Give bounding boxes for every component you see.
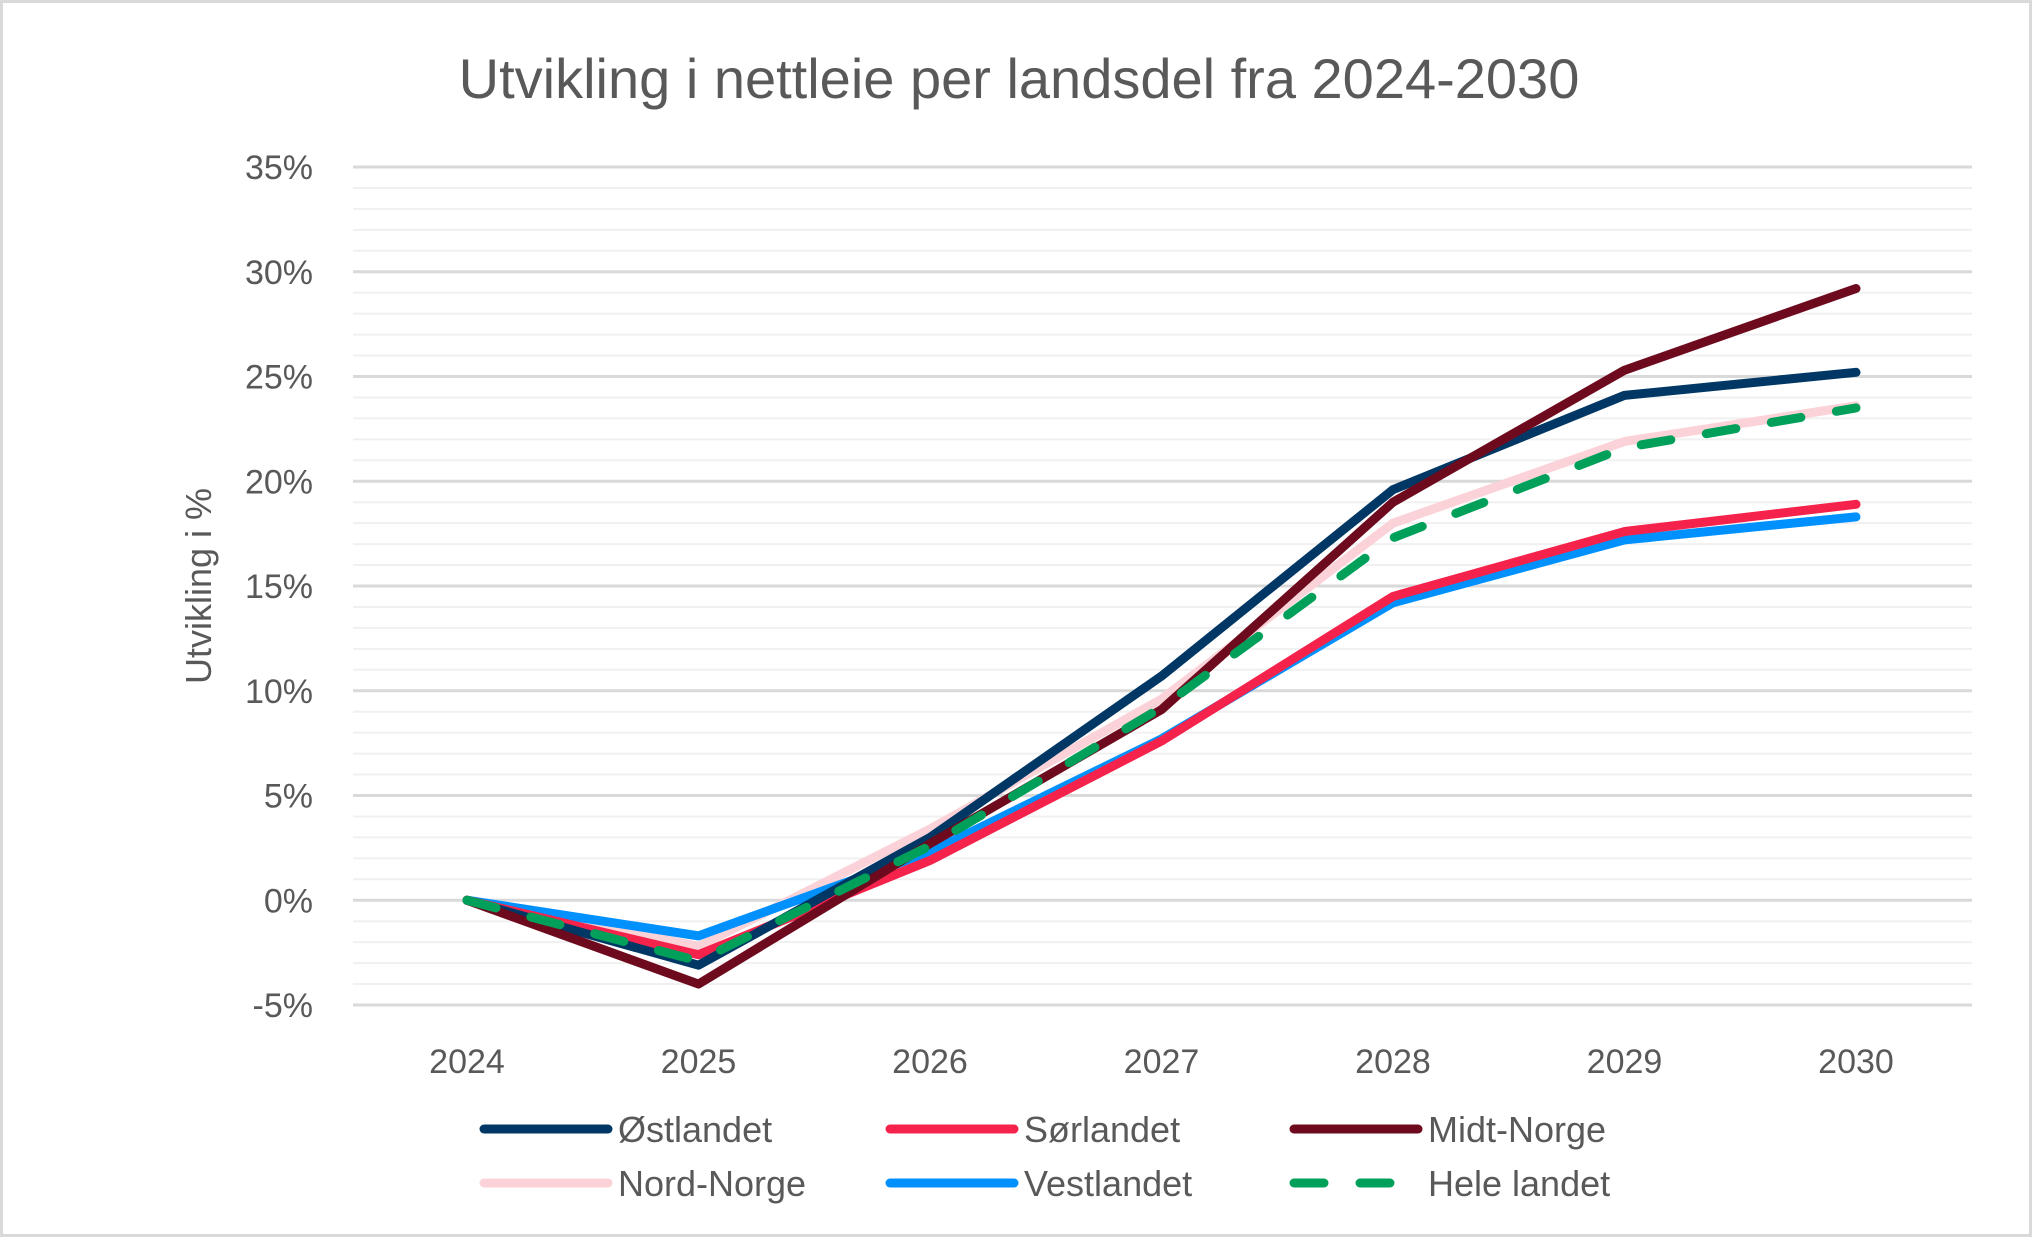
series-line-sørlandet — [462, 499, 1861, 960]
legend: Østlandet Sørlandet Midt-Norge Nord-Norge Ve… — [479, 1109, 1610, 1204]
x-tick-label: 2026 — [892, 1043, 968, 1081]
y-tick-label: 5% — [264, 778, 313, 816]
x-tick-label: 2030 — [1818, 1043, 1894, 1081]
legend-item: Hele landet — [1289, 1163, 1610, 1204]
x-tick-label: 2027 — [1124, 1043, 1200, 1081]
legend-item: Midt-Norge — [1289, 1109, 1606, 1150]
legend-item: Østlandet — [479, 1109, 772, 1150]
legend-item: Vestlandet — [885, 1163, 1192, 1204]
legend-label: Nord-Norge — [618, 1163, 806, 1204]
y-tick-label: -5% — [253, 987, 313, 1025]
gridlines — [353, 165, 1972, 1007]
legend-label: Vestlandet — [1024, 1163, 1192, 1204]
y-tick-label: 0% — [264, 882, 313, 920]
series-line-vestlandet — [462, 512, 1861, 941]
x-tick-label: 2025 — [661, 1043, 737, 1081]
y-tick-label: 25% — [245, 359, 313, 397]
legend-label: Midt-Norge — [1428, 1109, 1606, 1150]
series-line-østlandet — [462, 367, 1861, 970]
y-axis-ticks: -5% 0% 5% 10% 15% 20% 25% 30% 35% — [245, 149, 313, 1025]
x-axis-ticks: 2024 2025 2026 2027 2028 2029 2030 — [429, 1043, 1894, 1081]
legend-item: Nord-Norge — [479, 1163, 806, 1204]
y-axis-label: Utvikling i % — [178, 488, 219, 684]
line-chart: Utvikling i nettleie per landsdel fra 20… — [178, 47, 1972, 1204]
y-tick-label: 10% — [245, 673, 313, 711]
series-line-nord-norge — [462, 401, 1861, 951]
y-tick-label: 30% — [245, 254, 313, 292]
series-line-midt-norge — [462, 284, 1861, 989]
legend-label: Hele landet — [1428, 1163, 1610, 1204]
x-tick-label: 2024 — [429, 1043, 505, 1081]
y-tick-label: 15% — [245, 568, 313, 606]
x-tick-label: 2029 — [1587, 1043, 1663, 1081]
y-tick-label: 20% — [245, 463, 313, 501]
legend-label: Sørlandet — [1024, 1109, 1180, 1150]
y-tick-label: 35% — [245, 149, 313, 187]
legend-item: Sørlandet — [885, 1109, 1180, 1150]
chart-title: Utvikling i nettleie per landsdel fra 20… — [459, 47, 1580, 110]
x-tick-label: 2028 — [1355, 1043, 1431, 1081]
series-line-hele-landet — [462, 403, 1861, 966]
series-lines — [462, 284, 1861, 989]
legend-label: Østlandet — [618, 1109, 772, 1150]
